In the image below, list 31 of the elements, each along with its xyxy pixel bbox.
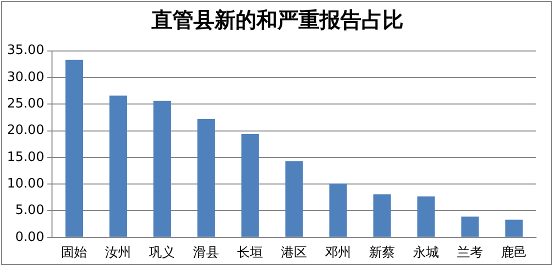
bar (373, 194, 391, 237)
x-tick-label: 邓州 (325, 244, 352, 260)
bar (65, 60, 84, 237)
bar (109, 96, 127, 237)
chart-title: 直管县新的和严重报告占比 (150, 7, 404, 34)
bar (241, 134, 259, 237)
y-tick-label: 35.00 (7, 43, 44, 58)
bar (197, 119, 215, 237)
x-tick-label: 巩义 (149, 244, 176, 260)
x-tick-label: 汝州 (105, 244, 132, 260)
y-tick-label: 25.00 (7, 96, 44, 112)
y-tick-label: 15.00 (7, 150, 44, 165)
y-tick-label: 20.00 (7, 123, 44, 138)
bar (417, 196, 435, 237)
x-tick-label: 固始 (61, 244, 88, 260)
y-tick-label: 30.00 (7, 70, 44, 85)
x-tick-label: 港区 (281, 244, 308, 260)
x-tick-label: 永城 (413, 244, 440, 260)
bar (329, 184, 347, 237)
x-tick-label: 兰考 (457, 244, 484, 260)
bar (153, 100, 171, 237)
x-tick-label: 长垣 (237, 244, 264, 260)
y-tick-label: 0.00 (15, 230, 44, 245)
bar (461, 216, 479, 237)
y-tick-label: 5.00 (15, 203, 44, 218)
bar (285, 161, 303, 237)
x-tick-label: 鹿邑 (501, 244, 528, 260)
y-tick-label: 10.00 (7, 176, 44, 192)
x-tick-label: 新蔡 (369, 244, 396, 260)
bar (505, 220, 523, 237)
x-tick-label: 滑县 (193, 244, 220, 260)
